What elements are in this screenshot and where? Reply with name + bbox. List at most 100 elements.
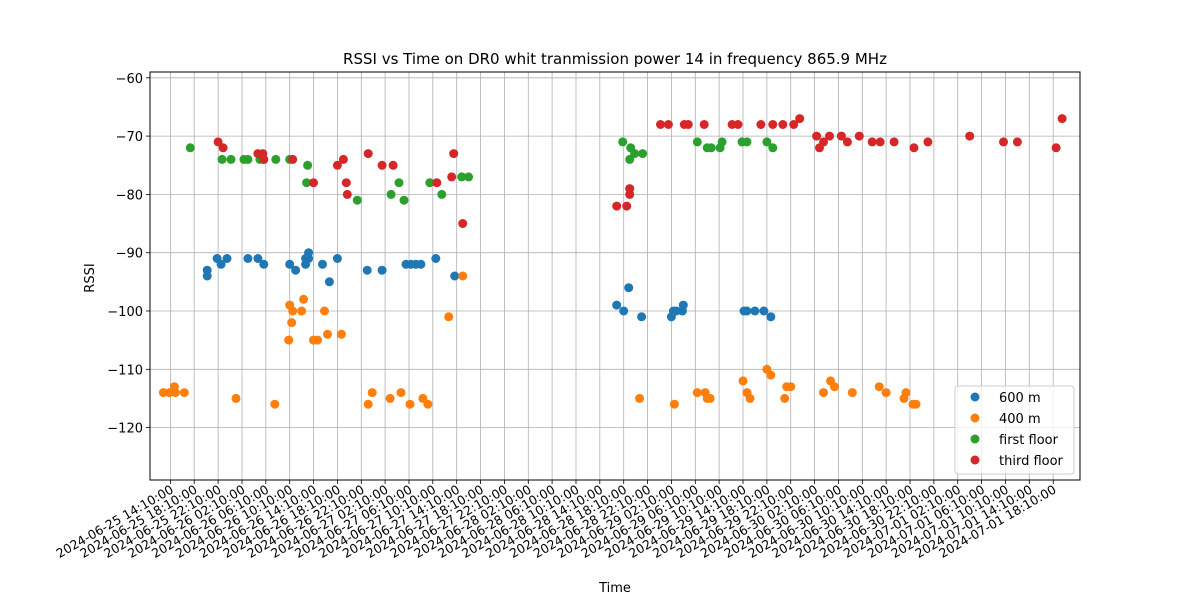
data-point — [363, 149, 373, 159]
y-axis: −120 −110 −100 −90 −80 −70 −60 — [107, 72, 150, 437]
data-point — [733, 120, 743, 129]
data-point — [320, 306, 329, 316]
legend-marker — [970, 413, 980, 423]
data-point — [170, 388, 180, 398]
data-point — [399, 195, 409, 205]
data-point — [874, 382, 884, 392]
data-point — [756, 120, 766, 129]
data-point — [819, 137, 828, 147]
data-point — [678, 300, 688, 310]
data-point — [222, 254, 232, 263]
data-point — [889, 137, 899, 147]
legend-marker — [970, 455, 980, 465]
data-point — [464, 172, 474, 182]
data-point — [367, 388, 377, 398]
data-point — [778, 120, 788, 129]
data-point — [185, 143, 195, 153]
y-tick-label: −60 — [116, 72, 143, 87]
data-point — [909, 143, 919, 153]
legend-label: first floor — [999, 433, 1059, 448]
data-point — [923, 137, 933, 147]
data-point — [318, 259, 327, 269]
data-point — [738, 376, 748, 386]
data-point — [377, 160, 387, 170]
data-point — [253, 254, 263, 263]
legend-label: 400 m — [999, 412, 1041, 427]
data-point — [449, 149, 459, 159]
data-point — [683, 120, 693, 129]
data-point — [288, 154, 298, 164]
series-third-floor — [213, 114, 1067, 228]
data-point — [423, 399, 433, 409]
legend-label: third floor — [999, 454, 1064, 469]
data-point — [304, 254, 314, 263]
data-point — [1057, 114, 1067, 124]
data-point — [217, 154, 227, 164]
data-point — [218, 143, 228, 153]
data-point — [297, 306, 307, 316]
data-point — [867, 137, 877, 147]
y-tick-label: −120 — [107, 422, 143, 437]
data-point — [259, 154, 269, 164]
data-point — [618, 137, 628, 147]
data-point — [363, 399, 373, 409]
data-point — [362, 265, 372, 275]
data-point — [1012, 137, 1022, 147]
data-point — [881, 388, 891, 398]
data-point — [630, 149, 640, 159]
data-point — [432, 178, 442, 188]
data-point — [812, 131, 822, 141]
data-point — [202, 271, 212, 281]
axes-frame — [149, 71, 1081, 481]
data-point — [745, 393, 755, 403]
data-point — [789, 120, 799, 129]
data-point — [825, 131, 834, 141]
data-point — [444, 312, 454, 322]
data-point — [699, 120, 709, 129]
data-point — [323, 329, 332, 339]
data-point — [394, 178, 404, 188]
data-point — [388, 160, 398, 170]
data-point — [663, 120, 673, 129]
series-600-m — [202, 248, 776, 322]
data-point — [332, 254, 342, 263]
data-point — [619, 306, 629, 316]
data-point — [336, 329, 346, 339]
data-point — [901, 388, 911, 398]
data-point — [780, 393, 790, 403]
data-point — [332, 160, 342, 170]
data-point — [303, 160, 313, 170]
data-point — [795, 114, 805, 124]
legend: 600 m 400 m first floor third floor — [954, 385, 1075, 475]
data-point — [612, 300, 622, 310]
data-point — [762, 137, 772, 147]
data-point — [324, 277, 334, 287]
data-points — [158, 114, 1067, 409]
series-400-m — [158, 271, 921, 409]
data-point — [638, 149, 648, 159]
data-point — [669, 399, 679, 409]
data-point — [313, 335, 322, 345]
data-point — [271, 154, 281, 164]
data-point — [302, 178, 312, 188]
data-point — [768, 143, 778, 153]
data-point — [766, 312, 776, 322]
data-point — [243, 254, 253, 263]
data-point — [231, 393, 241, 403]
legend-box — [954, 385, 1075, 475]
data-point — [999, 137, 1008, 147]
data-point — [457, 172, 467, 182]
data-point — [352, 195, 362, 205]
data-point — [405, 399, 415, 409]
data-point — [291, 265, 301, 275]
data-point — [377, 265, 387, 275]
data-point — [836, 131, 846, 141]
data-point — [622, 201, 632, 211]
data-point — [875, 137, 885, 147]
data-point — [309, 178, 318, 188]
data-point — [612, 201, 622, 211]
data-point — [656, 120, 665, 129]
data-point — [447, 172, 457, 182]
data-point — [830, 382, 839, 392]
